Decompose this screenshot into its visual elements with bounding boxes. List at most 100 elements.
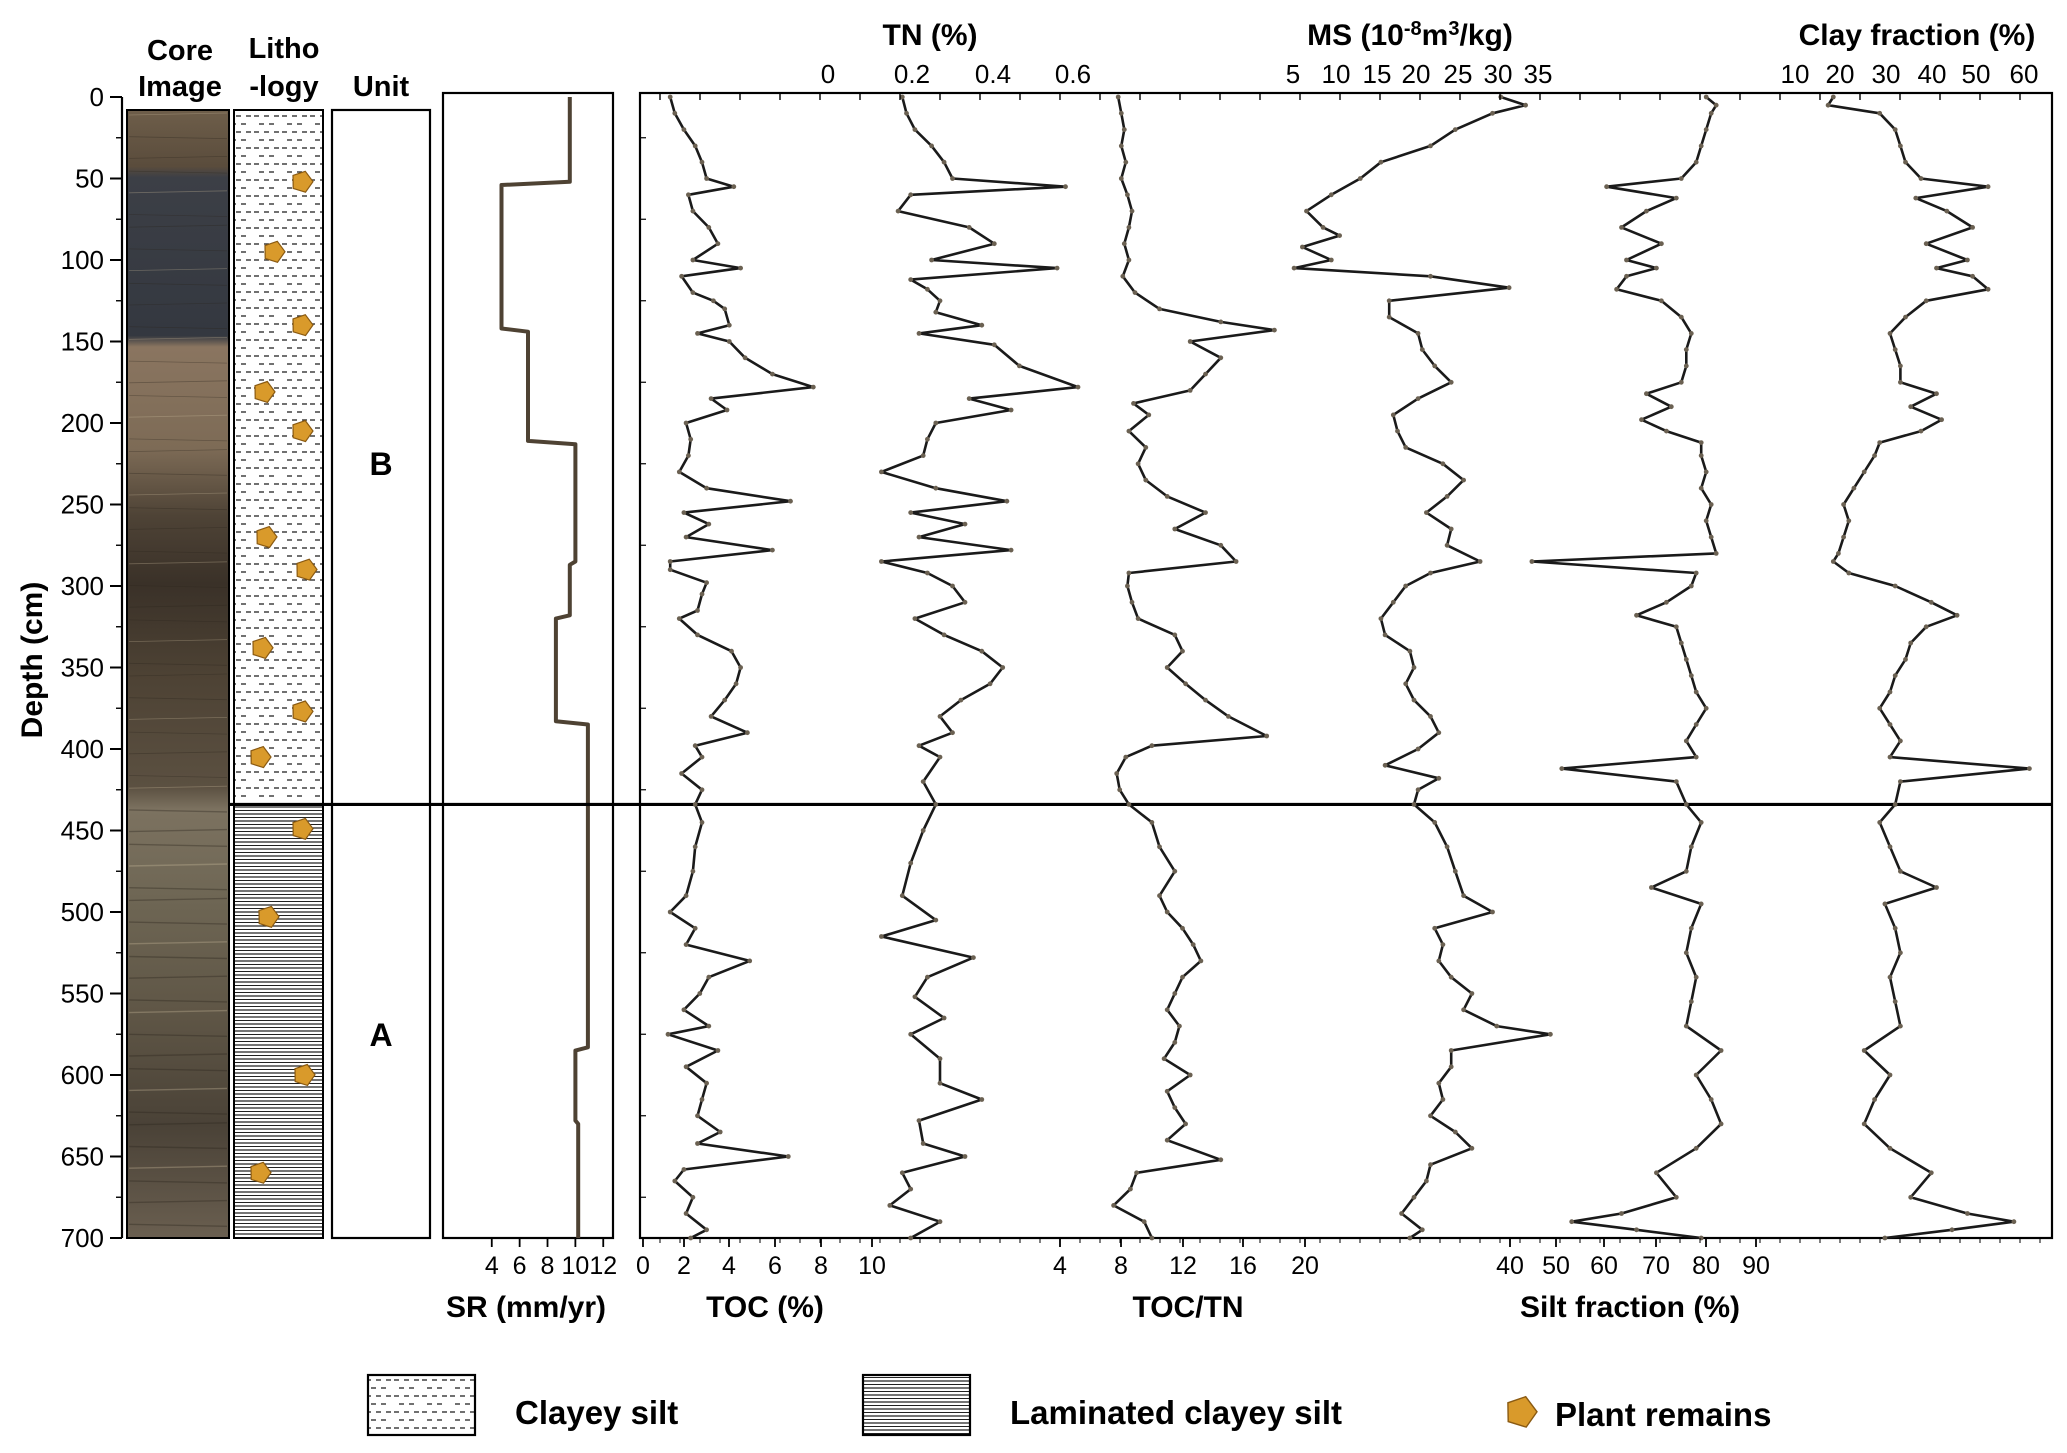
depth-tick-label: 200 (61, 408, 104, 438)
toctn-point (1172, 991, 1178, 996)
silt-point (1688, 999, 1694, 1004)
silt-point (1683, 363, 1689, 369)
clay-point (1872, 453, 1877, 458)
silt-point (1664, 428, 1669, 434)
silt-point (1678, 314, 1684, 320)
toc-point (681, 510, 687, 515)
tn-point (933, 917, 939, 923)
tn-point (941, 159, 947, 165)
depth-tick-label: 700 (61, 1223, 104, 1253)
core-streak (128, 697, 228, 701)
clay-point (1877, 820, 1883, 825)
toc-point (683, 1064, 689, 1070)
clay-point (1836, 551, 1841, 556)
tn-point (912, 994, 918, 1000)
silt-point (1698, 485, 1704, 491)
silt-point (1659, 241, 1664, 247)
depth-tick-label: 150 (61, 327, 104, 357)
core-streak (128, 112, 228, 116)
tn-point (1004, 498, 1010, 504)
plant-remains-marker (292, 817, 314, 841)
clay-point (1903, 657, 1908, 662)
toctn-point (1190, 942, 1196, 947)
clay-point (1898, 950, 1903, 956)
ms-point (1452, 868, 1458, 874)
core-streak (128, 999, 228, 1003)
silt-point (1703, 94, 1709, 100)
toctn-point (1198, 958, 1204, 964)
ms-point (1448, 379, 1454, 385)
core-streak (128, 1165, 228, 1169)
toctn-point (1164, 1088, 1170, 1094)
clay-point (1928, 599, 1934, 605)
tn-point (920, 779, 926, 784)
plant-remains-marker (296, 558, 318, 581)
core-streak (128, 380, 228, 384)
silt-point (1688, 331, 1694, 336)
core-streak (128, 326, 228, 330)
silt-point (1678, 176, 1684, 181)
clay-point (1887, 754, 1893, 760)
core-streak (128, 527, 228, 530)
clay-point (2027, 766, 2032, 771)
clay-point (1918, 428, 1924, 434)
clay-point (1934, 885, 1939, 890)
toc-point (706, 225, 712, 230)
ms-point (1428, 273, 1433, 279)
toctn-point (1164, 665, 1170, 670)
clay-point (1861, 469, 1867, 475)
toc-point (733, 681, 739, 687)
clay-point (1944, 208, 1950, 214)
header-unit: Unit (353, 71, 410, 103)
silt-point (1693, 722, 1699, 727)
core-streak (128, 190, 228, 194)
plant-remains-marker (292, 700, 314, 723)
ms-point (1440, 1097, 1446, 1102)
tn-point (908, 192, 914, 198)
clay-point (1892, 673, 1898, 678)
unit-box (330, 108, 432, 1240)
plant-remains-marker (264, 240, 286, 264)
silt-point (1559, 766, 1565, 771)
depth-tick-label: 0 (90, 82, 104, 112)
core-streak (128, 809, 228, 813)
toc-tick-label: 0 (636, 1252, 650, 1280)
toc-point (692, 802, 698, 807)
ms-point (1440, 942, 1446, 947)
silt-point (1693, 1145, 1699, 1151)
clay-line (1826, 96, 2031, 1240)
toctn-point (1172, 868, 1178, 874)
plant-remains-marker (250, 745, 272, 769)
ms-top-tick-label: 5 (1286, 59, 1300, 89)
tn-point (879, 469, 884, 475)
tn-point (933, 802, 939, 807)
ms-point (1386, 298, 1392, 304)
silt-point (1624, 273, 1629, 279)
ms-point (1411, 665, 1417, 670)
ms-point (1403, 583, 1409, 589)
silt-point (1688, 673, 1694, 678)
clay-top-tick-label: 40 (1918, 59, 1947, 89)
clay-top-tick-label: 50 (1962, 59, 1991, 89)
toctn-point (1126, 225, 1132, 230)
clay-point (1985, 184, 1991, 190)
tn-point (941, 1015, 947, 1021)
core-streak (128, 751, 228, 755)
silt-point (1698, 143, 1704, 149)
tn-point (933, 485, 939, 491)
toctn-axis-title: TOC/TN (1132, 1291, 1243, 1324)
silt-tick-label: 50 (1542, 1252, 1570, 1280)
toc-point (706, 521, 712, 527)
depth-axis-title: Depth (cm) (16, 582, 49, 739)
toc-point (688, 436, 694, 442)
toc-point (747, 958, 753, 964)
ms-point (1291, 265, 1297, 271)
core-streak (128, 921, 228, 925)
ms-point (1328, 257, 1334, 263)
silt-point (1668, 404, 1674, 410)
tn-axis-title: TN (%) (883, 19, 978, 52)
toc-point (695, 632, 700, 638)
core-streak (128, 561, 228, 565)
toctn-point (1132, 290, 1138, 295)
silt-tick-label: 40 (1496, 1252, 1524, 1280)
